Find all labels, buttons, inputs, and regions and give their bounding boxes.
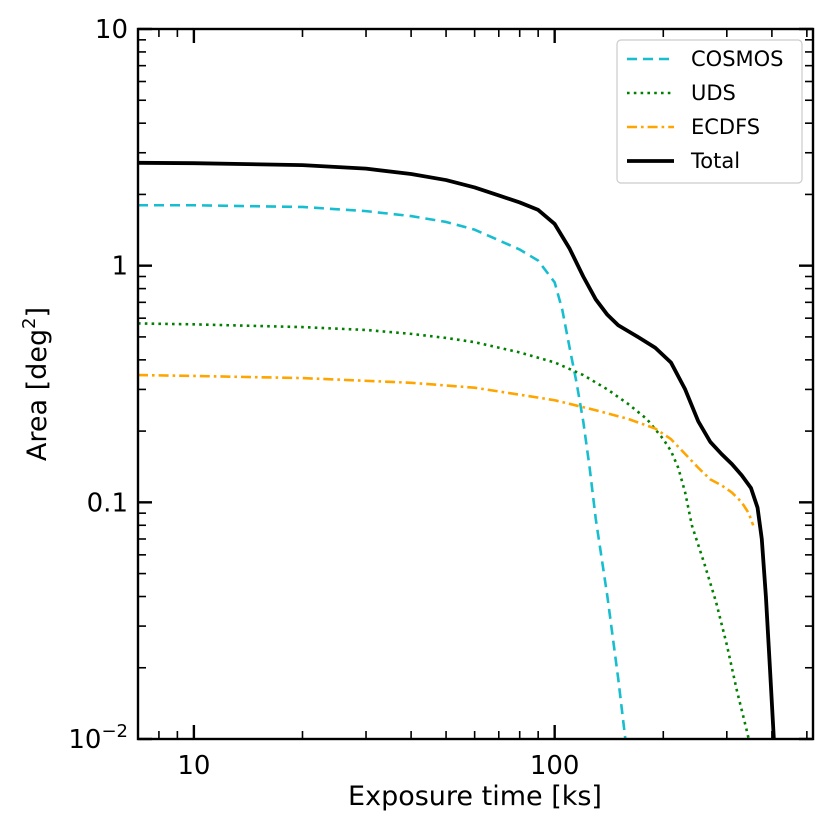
- y-axis-title: Area [deg2]: [19, 307, 53, 461]
- legend-label-cosmos: COSMOS: [691, 47, 784, 71]
- x-tick-label: 100: [530, 751, 580, 781]
- y-axis-title-main: Area [deg: [22, 329, 53, 461]
- series-line-total: [138, 160, 776, 739]
- legend-label-total: Total: [690, 149, 740, 173]
- legend-box: [616, 39, 803, 184]
- x-tick-label: 10: [177, 751, 210, 781]
- series-line-uds: [138, 322, 750, 739]
- plot-frame: [136, 27, 815, 741]
- x-axis-title: Exposure time [ks]: [348, 781, 602, 812]
- y-tick-label: 1: [111, 252, 128, 282]
- legend-label-ecdfs: ECDFS: [691, 115, 760, 139]
- series-group: [138, 160, 776, 739]
- legend: COSMOS UDS ECDFS Total: [616, 39, 803, 184]
- series-line-ecdfs: [138, 373, 755, 526]
- y-tick-label: 0.1: [87, 488, 128, 518]
- y-tick-label: 10−2: [68, 721, 128, 755]
- y-axis-title-end: ]: [22, 307, 53, 318]
- legend-label-uds: UDS: [691, 81, 736, 105]
- y-tick-label: 10: [95, 15, 128, 45]
- series-line-cosmos: [138, 203, 627, 739]
- y-axis-title-sup: 2: [19, 317, 40, 328]
